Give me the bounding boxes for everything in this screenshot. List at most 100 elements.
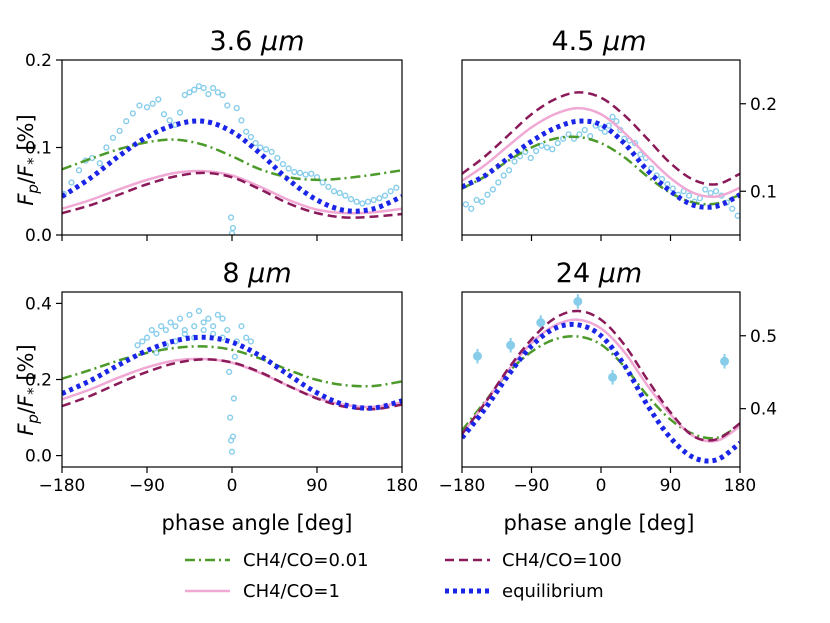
legend-label-ch4co-1: CH4/CO=1 [243,581,340,602]
observation-point [468,205,475,212]
observation-point [359,200,366,207]
observation-point [533,147,540,155]
observation-point [252,140,259,147]
observation-point [219,91,226,99]
series-line-ch4-co-0-01 [62,345,402,388]
observation-point [247,338,254,345]
panel-24um-plot: −180 −90 0 90 180 0.4 0.5 [439,291,777,496]
observation-point [601,128,608,135]
y-tick-label: 0.4 [25,294,52,314]
observation-point [511,158,518,165]
series-line-ch4-co-1 [462,318,740,443]
panel-3p6um-data [62,83,402,235]
observation-point [129,110,136,117]
observation-point [527,154,534,162]
observation-point [484,191,491,198]
observation-point [243,128,250,135]
observation-point [139,338,146,345]
panel-4p5um-plot: 0.1 0.2 [461,59,777,241]
x-tick-label: −180 [439,476,486,496]
series-line-ch4-co-100 [62,171,402,219]
observation-point [167,319,174,326]
panel-8um-plot: −180 −90 0 90 180 0.0 0.2 0.4 [25,291,418,496]
observation-point [631,140,639,147]
observation-point [387,188,394,195]
observation-point [495,179,502,186]
legend-label-ch4co-100: CH4/CO=100 [502,550,622,571]
observation-point [229,224,237,232]
observation-point [472,351,482,361]
observation-point [231,353,238,360]
observation-point [224,326,231,334]
series-line-ch4-co-100 [462,309,740,442]
observation-point [658,175,666,183]
observation-point [176,315,184,322]
observation-point [162,326,169,334]
observation-point [462,201,469,208]
observation-point [219,315,226,322]
panel-3p6um-plot: 0.0 0.1 0.2 [25,51,403,246]
observation-point [200,84,207,92]
observation-point [238,323,245,330]
observation-point [473,196,480,204]
observation-point [195,307,203,315]
observation-point [172,323,179,330]
observation-point [637,151,644,158]
series-line-ch4-co-0-01 [462,334,740,440]
panel-8um-xlabel: phase angle [deg] [162,511,353,535]
observation-point [214,89,221,96]
series-line-equilibrium [62,334,402,411]
observation-point [734,212,740,219]
observation-point [214,311,221,318]
observation-point [543,144,551,151]
observation-point [370,196,377,204]
x-tick-label: 0 [227,476,238,496]
observation-point [229,433,237,440]
panel-4p5um-frame [461,59,741,236]
observation-point [148,326,155,334]
y-tick-label: 0.4 [750,400,777,420]
y-tick-label: 0.1 [25,139,52,159]
x-tick-label: 0 [596,476,607,496]
y-tick-label: 0.2 [25,51,52,71]
observation-point [576,131,583,138]
panel-3p6um: 3.6 μm 0.0 0.1 0.2 Fp/F* [%] [14,26,403,246]
panel-24um-xlabel: phase angle [deg] [504,511,695,535]
observation-point [296,169,304,176]
legend-label-equilibrium: equilibrium [502,581,604,602]
x-tick-label: −180 [39,476,86,496]
observation-point [669,185,676,192]
y-tick-label: 0.1 [750,182,777,202]
panel-3p6um-title: 3.6 μm [209,26,304,57]
observation-point [330,188,338,195]
observation-point [75,167,83,174]
series-line-equilibrium [462,118,740,210]
observation-point [538,142,545,149]
series-line-ch4-co-0-01 [62,138,402,182]
observation-point [587,133,594,140]
observation-point [143,334,151,341]
observation-point [608,372,618,382]
observation-point [238,117,245,124]
observation-point [158,323,165,330]
observation-point [347,196,355,203]
observation-point [205,315,212,322]
observation-point [191,323,198,330]
observation-point [200,319,207,326]
legend-label-ch4co-0p01: CH4/CO=0.01 [243,550,369,571]
observation-point [353,198,360,205]
observation-point [149,100,156,107]
y-tick-label: 0.2 [25,371,52,391]
observation-point [233,105,240,112]
observation-point [342,192,349,199]
observation-point [393,184,400,191]
observation-point [205,91,212,98]
observation-point [176,109,184,116]
observation-point [536,318,546,328]
series-line-ch4-co-100 [462,91,740,186]
observation-point [134,342,141,349]
observation-point [228,448,236,455]
observation-point [153,349,160,356]
observation-point [226,368,233,375]
observation-point [143,104,151,111]
